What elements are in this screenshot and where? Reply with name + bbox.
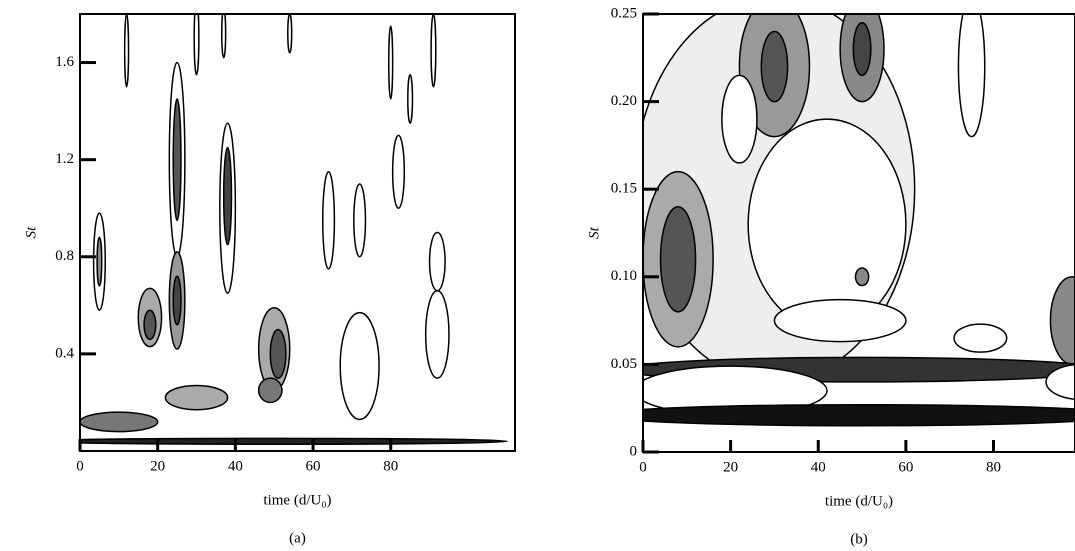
x-tick-label: 20: [723, 459, 738, 475]
contour: [721, 74, 758, 164]
contour: [643, 403, 1075, 427]
contour: [143, 309, 157, 341]
contour: [80, 437, 508, 445]
contour: [953, 323, 1008, 353]
y-tick-label: 0.10: [611, 268, 637, 284]
contour: [391, 134, 406, 209]
contour: [852, 22, 872, 77]
plot-frame: [79, 13, 516, 452]
contour: [287, 14, 293, 54]
x-tick-label: 80: [986, 459, 1001, 475]
contour: [747, 118, 907, 331]
contour: [339, 311, 380, 421]
y-tick-label: 1.2: [55, 151, 74, 167]
y-axis-label: St: [23, 226, 39, 239]
contour: [424, 290, 450, 379]
panel-caption: (b): [850, 531, 868, 547]
y-tick-label: 0.4: [55, 345, 74, 361]
contour: [388, 25, 394, 100]
x-axis-label: time (d/U₀): [825, 493, 893, 509]
contour: [80, 411, 159, 433]
y-tick-label: 0.15: [611, 181, 637, 197]
contour: [221, 14, 227, 59]
contour: [854, 267, 870, 287]
contour: [257, 377, 283, 404]
contour: [164, 384, 229, 411]
contour: [269, 328, 287, 379]
y-tick-label: 0.25: [611, 5, 637, 21]
x-tick-label: 60: [306, 458, 321, 474]
panel-caption: (a): [289, 530, 306, 546]
y-tick-label: 0.05: [611, 356, 637, 372]
y-tick-label: 0.8: [55, 248, 74, 264]
contour-field: [643, 14, 1075, 427]
contour: [659, 205, 697, 313]
contour: [96, 236, 103, 287]
contour: [321, 171, 336, 270]
x-tick-label: 20: [150, 458, 165, 474]
y-axis-label: St: [586, 226, 602, 239]
x-axis-label: time (d/U₀): [263, 492, 331, 508]
x-tick-label: 60: [898, 459, 913, 475]
contour: [353, 183, 367, 258]
contour: [773, 298, 907, 343]
contour: [957, 14, 986, 138]
contour: [407, 73, 414, 124]
contour: [760, 30, 789, 103]
y-tick-label: 0: [630, 443, 638, 459]
x-tick-label: 0: [76, 458, 84, 474]
x-tick-label: 40: [811, 459, 826, 475]
contour: [1049, 276, 1075, 366]
contour: [172, 98, 182, 222]
y-tick-label: 0.20: [611, 93, 637, 109]
x-tick-label: 0: [639, 459, 647, 475]
contour: [430, 14, 437, 88]
contour: [1045, 363, 1075, 400]
plot-frame: [642, 13, 1075, 453]
x-tick-label: 40: [228, 458, 243, 474]
x-tick-label: 80: [383, 458, 398, 474]
contour: [222, 146, 233, 246]
contour: [193, 14, 200, 76]
contour-field: [80, 14, 508, 445]
contour: [172, 275, 182, 326]
contour: [123, 14, 130, 88]
contour: [428, 231, 446, 292]
y-tick-label: 1.6: [55, 54, 74, 70]
